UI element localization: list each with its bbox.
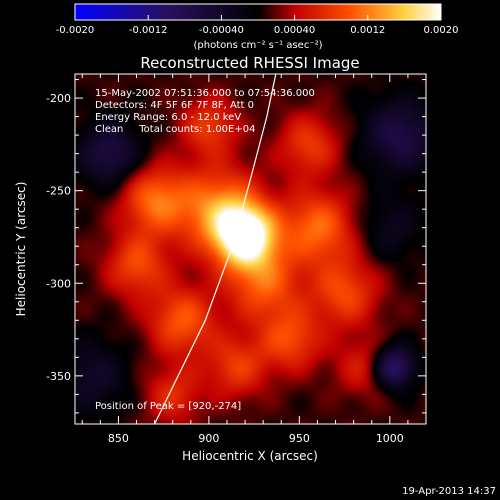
annotation-detectors: Detectors: 4F 5F 6F 7F 8F, Att 0 bbox=[95, 100, 254, 111]
annotation-energy: Energy Range: 6.0 - 12.0 keV bbox=[95, 112, 241, 123]
y-tick-label: -200 bbox=[46, 92, 71, 105]
annotation-method: Clean Total counts: 1.00E+04 bbox=[95, 124, 255, 135]
colorbar bbox=[74, 3, 442, 21]
y-tick-label: -300 bbox=[46, 277, 71, 290]
plot-frame bbox=[74, 73, 427, 425]
axis-ticks: 850 900 950 1000 -200 -250 -300 -350 bbox=[46, 74, 427, 445]
x-tick-label: 900 bbox=[198, 432, 219, 445]
heatmap-image bbox=[75, 74, 426, 424]
x-tick-label: 850 bbox=[108, 432, 129, 445]
colorbar-tick-label: 0.0012 bbox=[350, 25, 385, 36]
chart-title: Reconstructed RHESSI Image bbox=[140, 54, 359, 72]
colorbar-tick-label: -0.0012 bbox=[129, 25, 168, 36]
y-tick-label: -350 bbox=[46, 370, 71, 383]
y-tick-label: -250 bbox=[46, 185, 71, 198]
colorbar-tick-label: -0.00040 bbox=[199, 25, 244, 36]
annotation-peak: Position of Peak = [920,-274] bbox=[95, 401, 241, 412]
x-tick-label: 950 bbox=[289, 432, 310, 445]
solar-limb-line bbox=[154, 73, 277, 425]
colorbar-tick-label: -0.0020 bbox=[56, 25, 95, 36]
y-axis-label: Heliocentric Y (arcsec) bbox=[14, 182, 28, 317]
x-axis-label: Heliocentric X (arcsec) bbox=[182, 449, 318, 463]
annotation-time-range: 15-May-2002 07:51:36.000 to 07:54:36.000 bbox=[95, 88, 315, 99]
date-stamp: 19-Apr-2013 14:37 bbox=[402, 486, 496, 497]
colorbar-ticks: -0.0020 -0.0012 -0.00040 0.00040 0.0012 0.002… bbox=[56, 15, 459, 36]
colorbar-tick-label: 0.00040 bbox=[274, 25, 315, 36]
colorbar-unit-label: (photons cm⁻² s⁻¹ asec⁻²) bbox=[193, 40, 322, 51]
x-tick-label: 1000 bbox=[376, 432, 404, 445]
colorbar-tick-label: 0.0020 bbox=[424, 25, 459, 36]
